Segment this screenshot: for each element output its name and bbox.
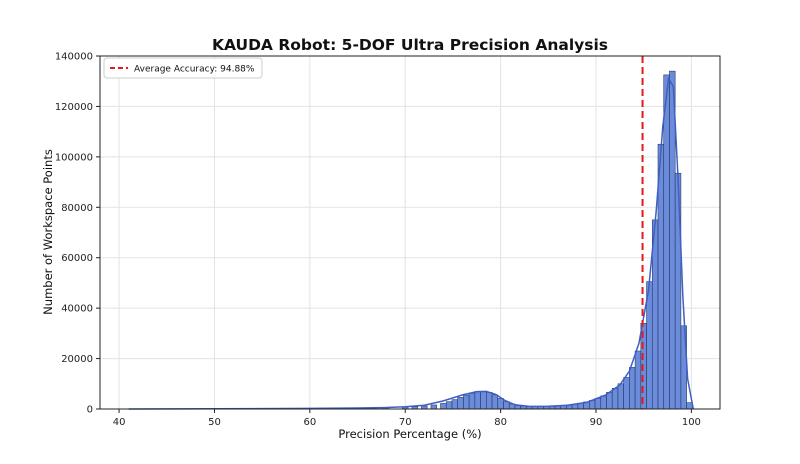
legend: Average Accuracy: 94.88% bbox=[103, 57, 263, 79]
histogram-bar bbox=[663, 74, 670, 410]
y-tick-label: 20000 bbox=[61, 354, 93, 365]
x-tick-label: 40 bbox=[113, 417, 126, 428]
histogram-bar bbox=[457, 397, 464, 410]
histogram-bar bbox=[611, 388, 619, 410]
x-axis-label: Precision Percentage (%) bbox=[338, 427, 481, 441]
kde-layer bbox=[128, 76, 695, 410]
chart-title: KAUDA Robot: 5-DOF Ultra Precision Analy… bbox=[212, 36, 608, 54]
histogram-bar bbox=[497, 398, 504, 410]
histogram-bar bbox=[634, 350, 642, 410]
x-tick-label: 50 bbox=[208, 417, 221, 428]
histogram-bar bbox=[440, 403, 447, 410]
x-tick-label: 70 bbox=[399, 417, 412, 428]
histogram-bar bbox=[430, 404, 438, 410]
plot-frame bbox=[99, 55, 721, 410]
histogram-bar bbox=[686, 402, 693, 410]
x-tick-label: 80 bbox=[494, 417, 507, 428]
x-tick-label: 60 bbox=[303, 417, 316, 428]
y-axis-label: Number of Workspace Points bbox=[41, 149, 55, 315]
histogram-bar bbox=[669, 70, 676, 410]
histogram-bar bbox=[674, 172, 682, 410]
x-tick-label: 90 bbox=[590, 417, 603, 428]
histogram-bar bbox=[451, 399, 458, 410]
histogram-bar bbox=[594, 398, 602, 410]
y-axis: 0 20000 40000 60000 80000 100000 120000 140000 bbox=[55, 52, 100, 416]
histogram-bar bbox=[617, 383, 624, 410]
y-tick-label: 140000 bbox=[55, 52, 93, 63]
bars-layer bbox=[258, 70, 693, 410]
kde-curve bbox=[128, 76, 695, 410]
y-tick-label: 100000 bbox=[55, 152, 93, 163]
histogram-bar bbox=[629, 367, 636, 410]
x-tick-label: 100 bbox=[682, 417, 701, 428]
histogram-bar bbox=[463, 394, 470, 410]
y-tick-label: 60000 bbox=[61, 253, 93, 264]
histogram-bar bbox=[606, 392, 613, 410]
histogram-bar bbox=[491, 394, 499, 410]
y-tick-label: 40000 bbox=[61, 304, 93, 315]
histogram-bar bbox=[468, 392, 476, 410]
x-axis: 40 50 60 70 80 90 100 bbox=[113, 409, 701, 428]
legend-label: Average Accuracy: 94.88% bbox=[134, 65, 255, 75]
histogram-bar bbox=[474, 391, 481, 410]
histogram-bar bbox=[646, 281, 653, 410]
histogram-bar bbox=[600, 395, 607, 410]
histogram-bar bbox=[486, 392, 493, 410]
legend-box bbox=[103, 57, 263, 79]
histogram-bar bbox=[480, 391, 487, 410]
histogram-bar bbox=[445, 401, 453, 410]
y-tick-label: 0 bbox=[87, 405, 93, 416]
y-tick-label: 80000 bbox=[61, 203, 93, 214]
histogram-bar bbox=[623, 377, 630, 410]
histogram-bar bbox=[503, 401, 510, 410]
y-tick-label: 120000 bbox=[55, 102, 93, 113]
